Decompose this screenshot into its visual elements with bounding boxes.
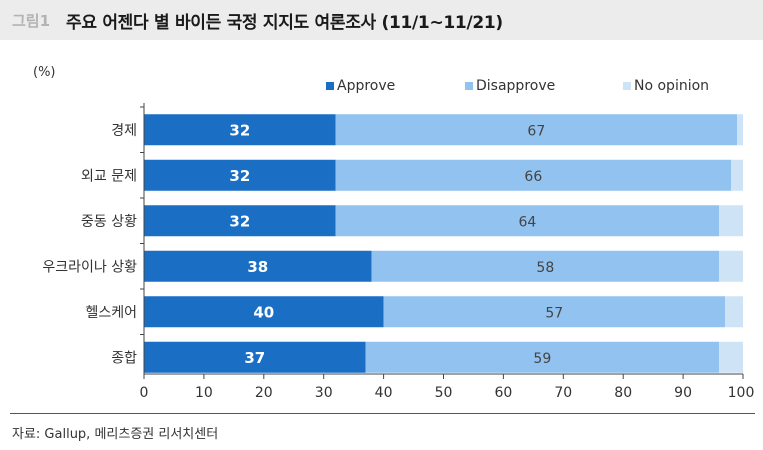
stacked-bar-chart: 32 67 경제 32 66 외교 문제 32 64 중동 상황 38 58 우크라이나 상황 40 57…	[42, 103, 755, 401]
figure-title-bar: 그림1 주요 어젠다 별 바이든 국정 지지도 여론조사 (11/1~11/21…	[0, 0, 763, 40]
legend-swatch-approve	[326, 82, 334, 90]
data-label-disapprove: 64	[518, 214, 536, 230]
x-tick-label: 0	[140, 385, 149, 401]
data-label-disapprove: 58	[536, 260, 554, 276]
x-tick-label: 40	[375, 385, 393, 401]
data-label-disapprove: 57	[545, 305, 563, 321]
bar-disapprove	[335, 205, 720, 237]
data-label-disapprove: 59	[533, 351, 551, 367]
category-label: 경제	[111, 123, 137, 139]
unit-label: (%)	[33, 65, 56, 80]
bar-disapprove	[383, 296, 726, 328]
bar-no-opinion	[719, 205, 743, 237]
source-divider	[10, 413, 755, 414]
chart-title: 주요 어젠다 별 바이든 국정 지지도 여론조사 (11/1~11/21)	[66, 12, 503, 33]
x-tick-label: 80	[614, 385, 632, 401]
bar-approve	[144, 296, 384, 328]
x-tick-label: 30	[315, 385, 333, 401]
legend-swatch-disapprove	[465, 82, 473, 90]
data-label-approve: 38	[247, 258, 268, 276]
legend-item-approve: Approve	[326, 78, 395, 94]
data-label-approve: 37	[244, 349, 265, 367]
bar-no-opinion	[719, 250, 743, 282]
bar-approve	[144, 205, 336, 237]
category-label: 중동 상황	[81, 214, 137, 230]
legend-label-no-opinion: No opinion	[634, 78, 710, 94]
x-tick-label: 90	[674, 385, 692, 401]
category-label: 종합	[111, 350, 137, 366]
x-tick-label: 50	[435, 385, 453, 401]
x-tick-label: 10	[195, 385, 213, 401]
bar-no-opinion	[719, 341, 743, 373]
bar-approve	[144, 114, 336, 146]
bar-approve	[144, 250, 372, 282]
bar-no-opinion	[737, 114, 743, 146]
category-label: 외교 문제	[81, 168, 137, 184]
x-tick-label: 20	[255, 385, 273, 401]
bar-disapprove	[371, 250, 720, 282]
legend: Approve Disapprove No opinion	[0, 78, 763, 96]
legend-swatch-no-opinion	[623, 82, 631, 90]
bar-disapprove	[335, 159, 732, 191]
x-tick-label: 100	[728, 385, 755, 401]
x-tick-label: 60	[494, 385, 512, 401]
data-label-approve: 32	[229, 167, 250, 185]
figure-label: 그림1	[12, 11, 51, 30]
legend-item-disapprove: Disapprove	[465, 78, 555, 94]
data-label-disapprove: 66	[524, 169, 542, 185]
category-label: 우크라이나 상황	[42, 259, 137, 275]
data-label-approve: 32	[229, 212, 250, 230]
bar-no-opinion	[725, 296, 743, 328]
data-label-disapprove: 67	[527, 123, 545, 139]
x-tick-label: 70	[554, 385, 572, 401]
bar-approve	[144, 341, 366, 373]
legend-item-no-opinion: No opinion	[623, 78, 709, 94]
data-label-approve: 40	[253, 303, 274, 321]
bar-no-opinion	[731, 159, 743, 191]
data-label-approve: 32	[229, 121, 250, 139]
bar-approve	[144, 159, 336, 191]
legend-label-approve: Approve	[337, 78, 396, 94]
legend-label-disapprove: Disapprove	[476, 78, 556, 94]
bar-disapprove	[365, 341, 720, 373]
bar-disapprove	[335, 114, 738, 146]
source-note: 자료: Gallup, 메리츠증권 리서치센터	[12, 427, 219, 442]
category-label: 헬스케어	[85, 305, 137, 321]
